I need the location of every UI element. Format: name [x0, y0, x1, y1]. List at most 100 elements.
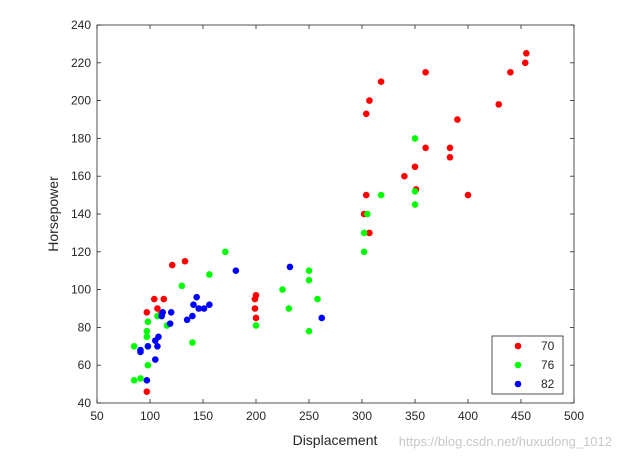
data-point	[422, 144, 429, 152]
data-point	[144, 318, 152, 326]
data-point	[150, 295, 158, 303]
y-tick-label: 80	[78, 320, 92, 334]
data-point	[364, 210, 371, 218]
x-axis-ticks: 50 100 150 200 250 300 350 400 450 500	[90, 25, 584, 423]
data-point	[366, 229, 373, 237]
y-tick-label: 140	[71, 207, 91, 221]
data-point	[232, 267, 240, 275]
data-point	[446, 144, 454, 152]
data-point	[251, 305, 259, 312]
data-point	[206, 301, 213, 309]
data-point	[130, 343, 138, 350]
data-point	[495, 101, 503, 108]
legend-box	[491, 335, 564, 395]
watermark-text: https://blog.csdn.net/huxudong_1012	[399, 434, 612, 449]
data-point	[377, 191, 385, 199]
data-point	[200, 305, 208, 312]
x-tick-label: 350	[405, 409, 425, 423]
data-point	[166, 320, 174, 327]
x-tick-label: 400	[458, 409, 478, 423]
data-point	[143, 377, 151, 384]
data-point	[137, 346, 144, 354]
y-tick-label: 60	[78, 358, 92, 372]
data-point	[521, 59, 529, 67]
x-tick-label: 250	[299, 409, 319, 423]
legend-label-76: 76	[541, 358, 555, 372]
data-point	[252, 322, 260, 329]
data-point	[411, 201, 419, 208]
y-tick-label: 40	[78, 396, 92, 410]
data-point	[360, 248, 368, 256]
data-point	[318, 314, 326, 322]
x-axis-label: Displacement	[293, 432, 378, 448]
y-axis-label: Horsepower	[45, 176, 61, 252]
data-point	[401, 172, 408, 180]
data-point	[305, 267, 313, 275]
legend: 70 76 82	[491, 335, 564, 395]
data-point	[305, 327, 313, 335]
data-point	[143, 388, 151, 395]
data-point	[411, 135, 419, 142]
data-point	[189, 339, 196, 346]
data-point	[152, 356, 159, 363]
data-point	[286, 263, 294, 271]
data-point	[195, 305, 203, 312]
x-tick-label: 200	[246, 409, 266, 423]
data-point	[143, 327, 151, 335]
data-point	[454, 116, 461, 123]
y-tick-label: 100	[71, 283, 91, 297]
data-point	[305, 276, 313, 284]
data-point	[285, 305, 293, 312]
data-point	[160, 295, 168, 303]
data-point	[181, 257, 189, 265]
data-point	[189, 312, 196, 320]
data-point	[362, 191, 370, 199]
x-tick-label: 100	[140, 409, 160, 423]
y-tick-label: 220	[71, 56, 91, 70]
data-point	[411, 188, 419, 195]
data-point	[154, 343, 161, 350]
data-point	[137, 375, 144, 382]
data-point	[523, 50, 530, 57]
data-point	[143, 333, 151, 341]
data-point	[183, 316, 191, 324]
legend-label-82: 82	[541, 377, 555, 391]
data-point	[422, 68, 429, 76]
data-point	[366, 97, 373, 104]
data-point	[206, 271, 213, 278]
data-point	[221, 248, 229, 256]
data-point	[279, 286, 286, 293]
x-tick-label: 500	[564, 409, 584, 423]
y-tick-label: 200	[71, 94, 91, 108]
y-tick-label: 240	[71, 18, 91, 32]
data-point	[377, 78, 385, 85]
data-point	[411, 163, 419, 171]
legend-marker-76	[514, 361, 522, 369]
data-point	[314, 295, 321, 303]
x-tick-label: 50	[90, 409, 104, 423]
data-point	[360, 229, 368, 237]
data-point	[251, 295, 259, 303]
data-point	[152, 337, 159, 344]
legend-marker-70	[514, 342, 522, 350]
data-point	[252, 314, 260, 322]
legend-label-70: 70	[541, 339, 555, 353]
data-point	[144, 361, 152, 369]
data-point	[464, 191, 472, 199]
data-point	[130, 377, 138, 384]
data-point	[143, 308, 151, 316]
data-point	[167, 308, 175, 316]
data-points	[130, 50, 530, 395]
legend-marker-82	[514, 380, 522, 388]
data-point	[446, 154, 454, 161]
data-point	[362, 110, 370, 118]
data-point	[154, 305, 161, 312]
data-point	[168, 261, 176, 269]
y-axis-ticks: 40 60 80 100 120 140 160 180 200 220 240	[71, 18, 574, 410]
y-tick-label: 120	[71, 245, 91, 259]
x-tick-label: 300	[352, 409, 372, 423]
y-tick-label: 160	[71, 169, 91, 183]
x-tick-label: 450	[511, 409, 531, 423]
x-tick-label: 150	[193, 409, 213, 423]
